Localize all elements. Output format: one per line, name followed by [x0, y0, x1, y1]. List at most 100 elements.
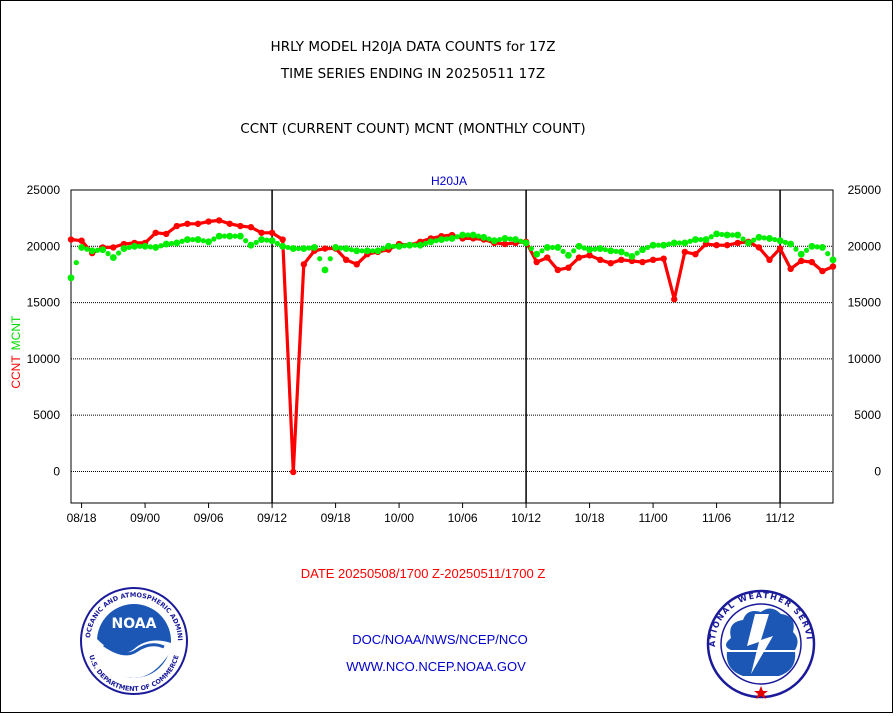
- series-dot-mcnt: [158, 243, 164, 249]
- series-dot-mcnt: [549, 244, 556, 251]
- data-point-mcnt: [289, 245, 297, 252]
- series-dot-mcnt: [782, 239, 788, 245]
- data-point-mcnt: [459, 231, 466, 239]
- data-point-ccnt: [819, 267, 826, 275]
- series-dot-mcnt: [740, 236, 746, 242]
- chart-title-line2: TIME SERIES ENDING IN 20250511 17Z: [280, 66, 545, 82]
- nws-logo[interactable]: NATIONAL WEATHER SERVICE: [706, 589, 816, 699]
- series-dot-mcnt: [295, 245, 302, 252]
- y-tick-label-right: 15000: [848, 296, 882, 310]
- series-dot-mcnt: [338, 245, 344, 251]
- series-dot-mcnt: [772, 236, 778, 243]
- series-dot-mcnt: [803, 247, 810, 253]
- series-dot-mcnt: [401, 243, 407, 249]
- y-tick-label-left: 15000: [27, 296, 61, 310]
- series-dot-mcnt: [687, 238, 693, 244]
- data-point-ccnt: [692, 250, 699, 258]
- x-tick-label: 08/18: [67, 511, 97, 525]
- data-point-mcnt: [332, 244, 339, 251]
- data-point-mcnt: [438, 236, 445, 243]
- series-dot-mcnt: [751, 237, 757, 243]
- data-point-mcnt: [787, 240, 795, 248]
- data-point-ccnt: [67, 236, 75, 243]
- data-point-mcnt: [109, 254, 117, 261]
- series-dot-mcnt: [602, 247, 609, 253]
- data-point-mcnt: [575, 242, 583, 250]
- data-point-mcnt: [427, 238, 435, 246]
- y-axis-label-ccnt: CCNT: [9, 355, 23, 389]
- noaa-logo[interactable]: NOAA NATIONAL OCEANIC AND ATMOSPHERIC AD…: [80, 587, 188, 695]
- series-dot-mcnt: [137, 243, 143, 249]
- y-tick-label-left: 10000: [27, 352, 61, 366]
- data-point-ccnt: [215, 217, 223, 224]
- data-point-ccnt: [766, 256, 773, 264]
- data-point-ccnt: [226, 220, 233, 227]
- data-point-mcnt: [311, 244, 318, 251]
- series-dot-mcnt: [84, 246, 90, 252]
- x-tick-label: 11/12: [766, 511, 795, 525]
- series-dot-mcnt: [497, 236, 503, 243]
- series-dot-mcnt: [317, 256, 323, 262]
- data-point-mcnt: [723, 231, 731, 239]
- data-point-mcnt: [173, 239, 181, 247]
- series-dot-mcnt: [200, 238, 206, 244]
- series-dot-mcnt: [698, 236, 704, 243]
- y-tick-label-right: 25000: [848, 183, 882, 197]
- data-point-ccnt: [321, 245, 329, 252]
- x-tick-label: 09/18: [321, 511, 351, 525]
- data-point-mcnt: [184, 236, 191, 243]
- series-dot-mcnt: [793, 246, 799, 252]
- data-point-ccnt: [565, 264, 572, 271]
- series-dot-mcnt: [253, 239, 259, 245]
- series-dot-mcnt: [507, 236, 513, 242]
- data-point-mcnt: [660, 241, 668, 249]
- series-dot-mcnt: [190, 236, 196, 243]
- data-point-mcnt: [829, 256, 837, 264]
- series-dot-mcnt: [211, 236, 217, 242]
- series-dot-mcnt: [370, 248, 376, 254]
- link-nco-website[interactable]: WWW.NCO.NCEP.NOAA.GOV: [346, 659, 526, 674]
- data-point-mcnt: [501, 235, 509, 242]
- data-point-mcnt: [702, 236, 710, 243]
- data-point-ccnt: [596, 256, 604, 264]
- data-point-ccnt: [268, 229, 276, 236]
- series-dot-mcnt: [359, 248, 365, 254]
- data-point-mcnt: [258, 236, 265, 243]
- series-dot-mcnt: [412, 242, 418, 248]
- series-dot-mcnt: [380, 245, 386, 252]
- data-point-mcnt: [88, 247, 96, 255]
- data-point-mcnt: [141, 242, 149, 250]
- data-point-mcnt: [469, 231, 477, 239]
- data-point-ccnt: [671, 296, 678, 303]
- data-point-mcnt: [670, 239, 678, 247]
- x-tick-label: 11/00: [639, 511, 668, 525]
- link-doc-noaa[interactable]: DOC/NOAA/NWS/NCEP/NCO: [352, 632, 528, 647]
- x-tick-label: 09/12: [257, 511, 287, 525]
- y-tick-label-left: 0: [53, 464, 60, 478]
- data-point-mcnt: [321, 266, 329, 274]
- series-dot-mcnt: [454, 234, 460, 240]
- data-point-ccnt: [586, 252, 593, 259]
- y-tick-label-left: 20000: [27, 239, 61, 253]
- data-point-ccnt: [798, 257, 805, 265]
- series-dot-mcnt: [348, 247, 355, 253]
- series-dot-mcnt: [116, 250, 122, 256]
- data-point-ccnt: [755, 244, 763, 251]
- data-point-ccnt: [649, 256, 657, 264]
- data-point-mcnt: [480, 233, 488, 241]
- data-point-mcnt: [236, 232, 244, 240]
- gridlines: [71, 245, 833, 472]
- series-dot-mcnt: [168, 240, 175, 247]
- data-point-ccnt: [575, 254, 583, 261]
- series-dot-mcnt: [634, 250, 640, 256]
- data-point-mcnt: [205, 238, 212, 246]
- y-tick-label-left: 5000: [33, 408, 60, 422]
- plot-area-border: [70, 189, 834, 504]
- series-dot-mcnt: [539, 248, 545, 254]
- series-dot-mcnt: [465, 232, 471, 238]
- data-point-ccnt: [353, 261, 360, 268]
- data-point-mcnt: [586, 246, 593, 254]
- x-axis: 08/18 09/00 09/06 09/12 09/18 10/00 10/06 10/12…: [67, 503, 795, 525]
- data-point-ccnt: [618, 256, 625, 264]
